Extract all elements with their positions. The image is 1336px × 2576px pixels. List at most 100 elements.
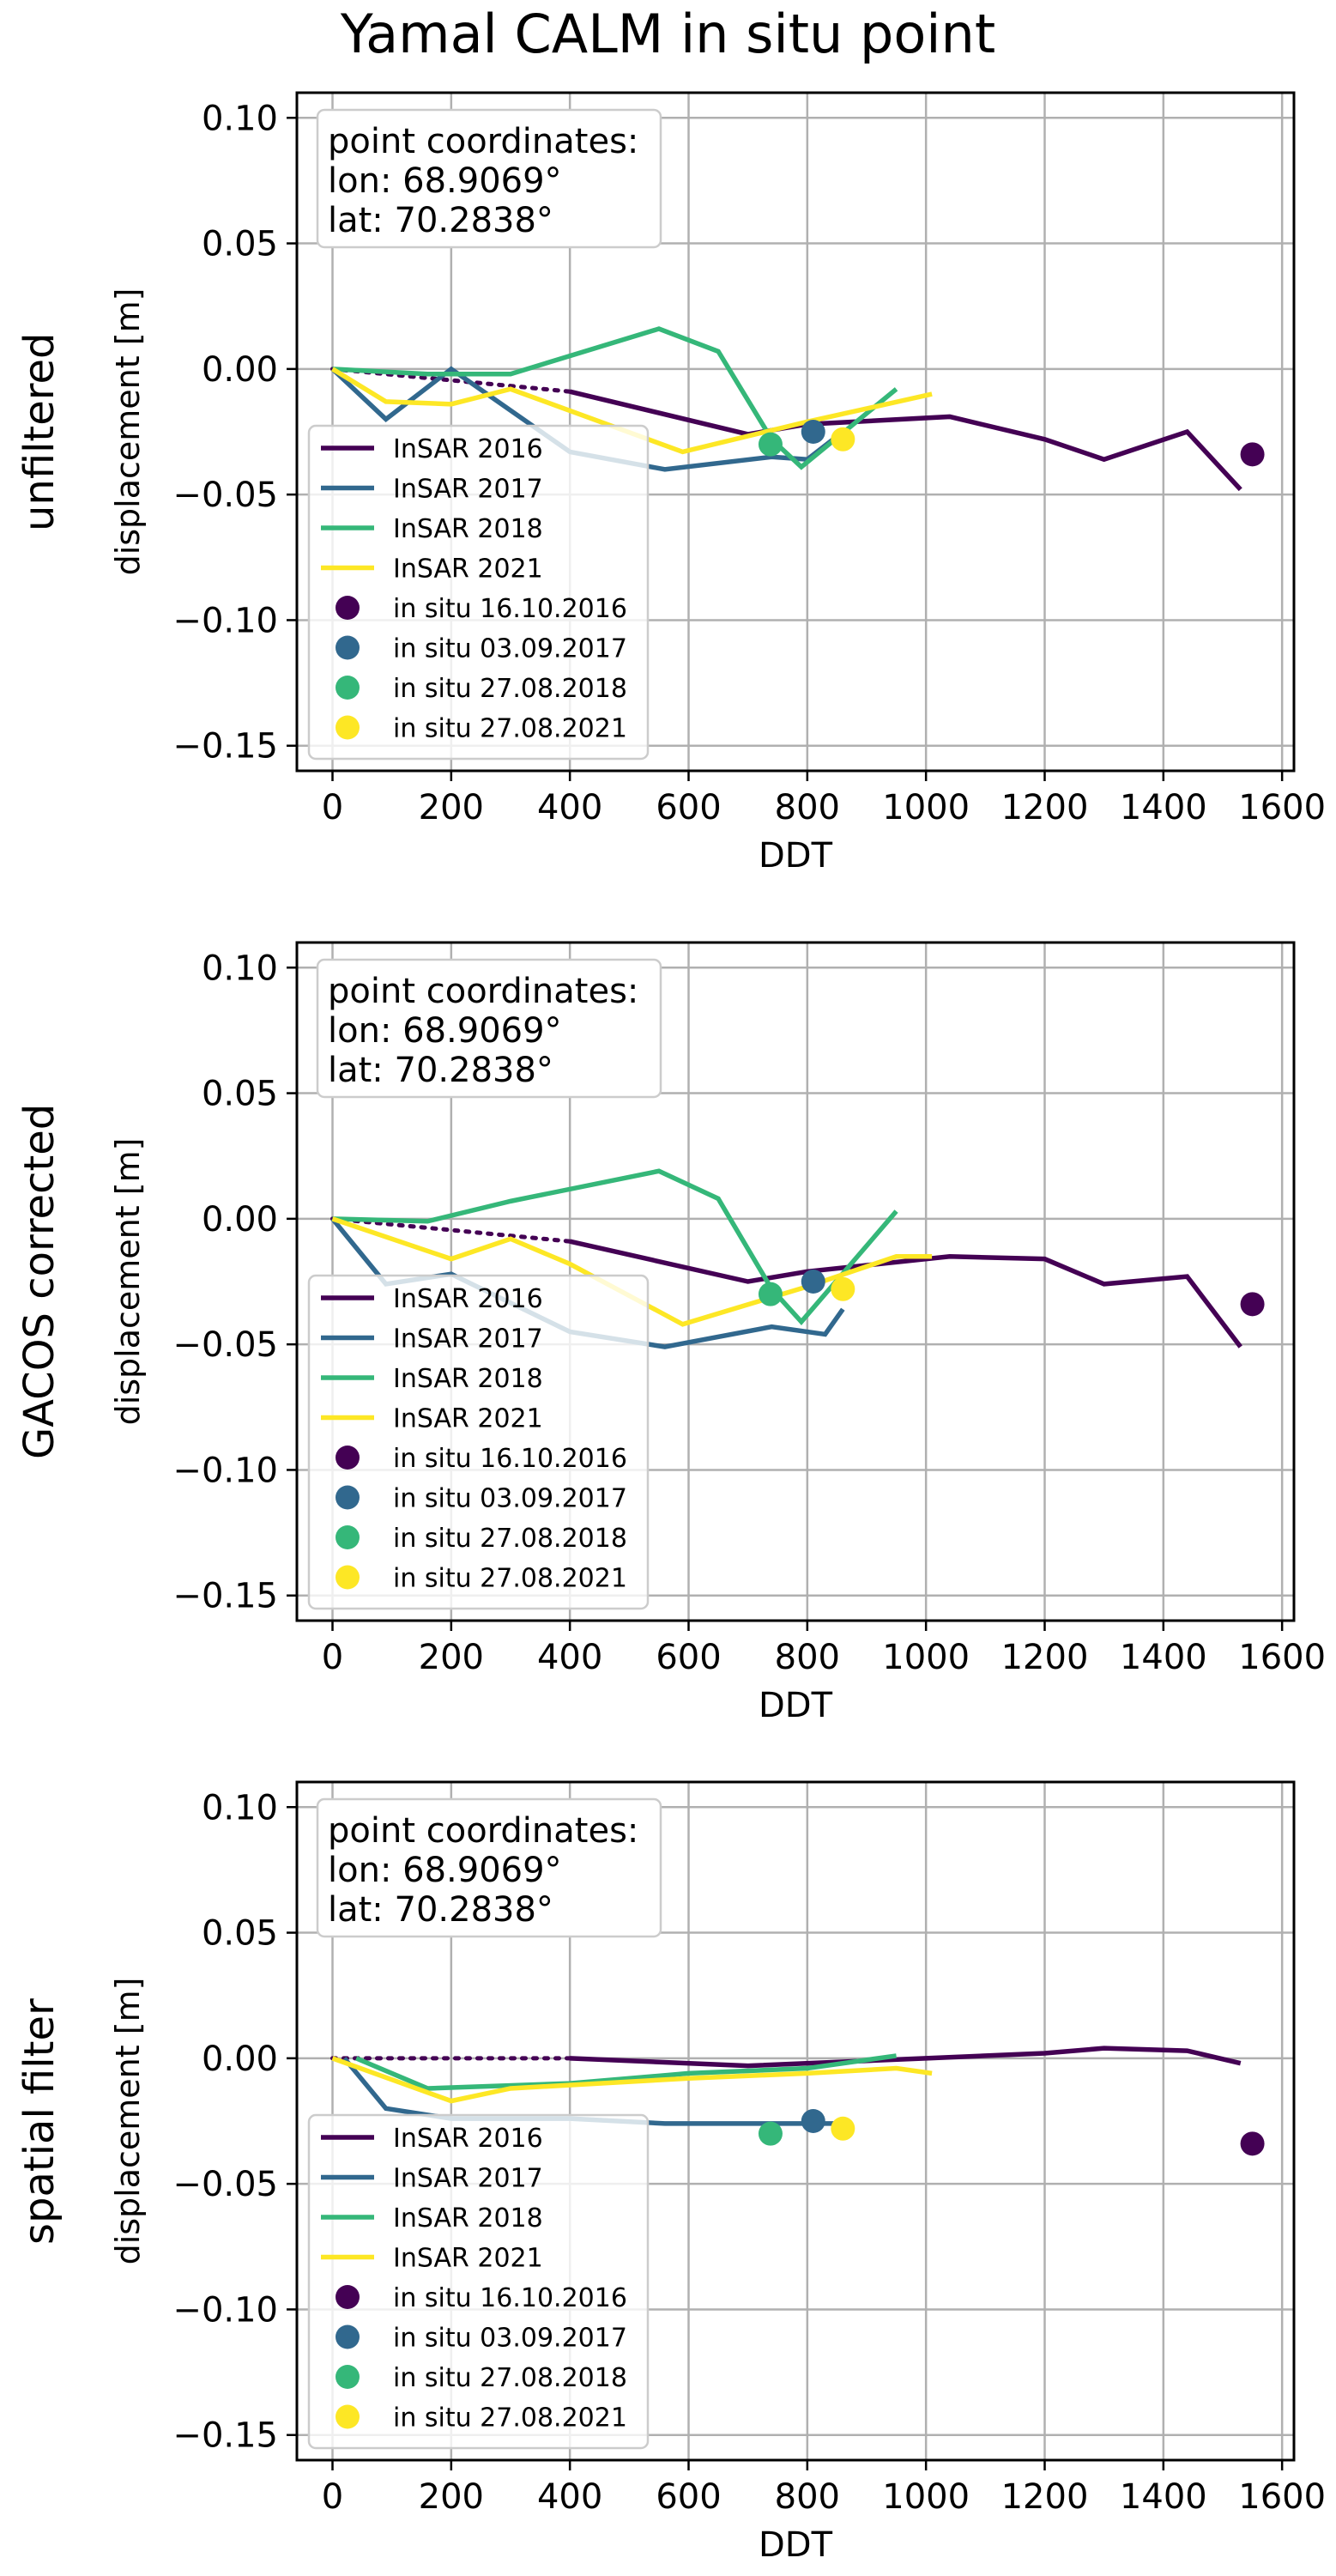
y-tick-label: −0.10 xyxy=(172,601,278,640)
chart-panel-gacos-corrected: 0 200 400 600 800 1000 1200 1400 1600 0.10 0.05 0.0… xyxy=(109,941,1326,1725)
legend-label: in situ 03.09.2017 xyxy=(393,634,627,664)
chart-panel-unfiltered: 0 200 400 600 800 1000 1200 1400 1600 0.10 0.05 0.0… xyxy=(109,91,1326,876)
info-box-line: lat: 70.2838° xyxy=(328,1051,553,1090)
y-tick-label: 0.00 xyxy=(202,2040,278,2079)
x-tick-label: 600 xyxy=(656,788,721,827)
series-line-2016 xyxy=(569,1239,1242,1349)
axes-frame xyxy=(295,1780,1296,2462)
y-tick-label: −0.05 xyxy=(172,1325,278,1365)
x-axis-label: DDT xyxy=(759,1686,833,1725)
legend-label: InSAR 2016 xyxy=(393,1284,543,1314)
x-tick-label: 600 xyxy=(656,1638,721,1677)
series-line-2021 xyxy=(331,2056,933,2104)
x-tick-label: 200 xyxy=(419,1638,484,1677)
legend-label: InSAR 2016 xyxy=(393,434,543,464)
legend-label: in situ 27.08.2018 xyxy=(393,2363,627,2393)
info-box: point coordinates:lon: 68.9069°lat: 70.2… xyxy=(316,108,662,249)
x-tick-label: 0 xyxy=(322,2477,343,2517)
y-tick-label: 0.05 xyxy=(202,225,278,264)
info-box-line: lon: 68.9069° xyxy=(328,1011,562,1051)
legend-marker-2018 xyxy=(336,2365,360,2389)
legend-label: InSAR 2021 xyxy=(393,1404,543,1434)
x-tick-label: 800 xyxy=(775,788,840,827)
x-tick-label: 0 xyxy=(322,788,343,827)
series-line-2018 xyxy=(332,1168,898,1325)
series-line-2016 xyxy=(569,389,1242,492)
series-line-2016 xyxy=(570,2046,1242,2069)
x-tick-label: 200 xyxy=(419,788,484,827)
info-box-line: lat: 70.2838° xyxy=(328,1890,553,1930)
y-tick-label: −0.15 xyxy=(172,727,278,767)
figure-title: Yamal CALM in situ point xyxy=(340,3,996,65)
x-axis-label: DDT xyxy=(759,836,833,876)
x-tick-label: 1200 xyxy=(1001,788,1089,827)
in-situ-point-2016 xyxy=(1240,1292,1265,1317)
y-axis-label: displacement [m] xyxy=(109,1138,147,1426)
legend-label: in situ 16.10.2016 xyxy=(393,1444,627,1474)
x-tick-label: 1000 xyxy=(882,788,970,827)
legend-frame xyxy=(307,1274,650,1610)
in-situ-point-2016 xyxy=(1240,442,1265,467)
legend-label: InSAR 2021 xyxy=(393,555,543,585)
x-tick-label: 1000 xyxy=(882,2477,970,2517)
legend-label: InSAR 2018 xyxy=(393,514,543,544)
legend-marker-2021 xyxy=(336,715,360,740)
info-box-line: point coordinates: xyxy=(328,122,638,161)
y-tick-label: 0.10 xyxy=(202,1788,278,1827)
y-tick-label: −0.05 xyxy=(172,476,278,515)
legend-marker-2021 xyxy=(336,1565,360,1590)
y-tick-label: 0.05 xyxy=(202,1914,278,1954)
legend-label: in situ 27.08.2021 xyxy=(393,2403,627,2434)
legend-label: InSAR 2021 xyxy=(393,2244,543,2274)
y-tick-label: 0.10 xyxy=(202,949,278,988)
in-situ-point-2017 xyxy=(801,2109,825,2133)
legend-label: in situ 27.08.2021 xyxy=(393,714,627,744)
x-tick-label: 800 xyxy=(775,1638,840,1677)
info-box-line: lon: 68.9069° xyxy=(328,1851,562,1890)
info-box-line: lat: 70.2838° xyxy=(328,201,553,240)
info-box-frame xyxy=(316,108,662,249)
series-line-dotted-2016 xyxy=(330,367,572,394)
y-axis-label: displacement [m] xyxy=(109,288,147,576)
info-box: point coordinates:lon: 68.9069°lat: 70.2… xyxy=(316,1797,662,1938)
y-tick-label: −0.10 xyxy=(172,2290,278,2330)
in-situ-point-2021 xyxy=(831,1276,855,1301)
legend-marker-2021 xyxy=(336,2404,360,2429)
legend-marker-2016 xyxy=(336,2285,360,2309)
legend-marker-2017 xyxy=(336,635,360,660)
x-axis-label: DDT xyxy=(759,2525,833,2565)
x-tick-label: 400 xyxy=(537,2477,602,2517)
in-situ-point-2021 xyxy=(831,427,855,452)
legend-label: in situ 27.08.2021 xyxy=(393,1564,627,1594)
in-situ-point-2021 xyxy=(831,2116,855,2141)
legend-label: in situ 27.08.2018 xyxy=(393,1524,627,1554)
in-situ-point-2018 xyxy=(758,1282,783,1306)
y-tick-label: −0.10 xyxy=(172,1451,278,1490)
y-axis-label: displacement [m] xyxy=(109,1978,147,2265)
x-tick-label: 1600 xyxy=(1238,788,1326,827)
legend-label: in situ 16.10.2016 xyxy=(393,2283,627,2313)
info-box-line: point coordinates: xyxy=(328,1811,638,1851)
legend-marker-2018 xyxy=(336,1525,360,1549)
legend-marker-2018 xyxy=(336,676,360,700)
x-tick-label: 1600 xyxy=(1238,2477,1326,2517)
y-tick-label: 0.00 xyxy=(202,350,278,390)
y-tick-label: 0.10 xyxy=(202,99,278,138)
info-box-line: lon: 68.9069° xyxy=(328,161,562,201)
x-tick-label: 400 xyxy=(537,788,602,827)
series-line-2018 xyxy=(355,2053,897,2091)
info-box: point coordinates:lon: 68.9069°lat: 70.2… xyxy=(316,958,662,1099)
y-tick-label: −0.15 xyxy=(172,1577,278,1616)
legend-marker-2016 xyxy=(336,1446,360,1470)
legend-marker-2017 xyxy=(336,1485,360,1510)
info-box-frame xyxy=(316,958,662,1099)
legend: InSAR 2016 InSAR 2017 InSAR 2018 InSAR 2021… xyxy=(307,1274,650,1610)
legend-label: in situ 27.08.2018 xyxy=(393,674,627,704)
y-tick-label: −0.15 xyxy=(172,2416,278,2456)
legend-label: InSAR 2018 xyxy=(393,1364,543,1394)
legend: InSAR 2016 InSAR 2017 InSAR 2018 InSAR 2021… xyxy=(307,2113,650,2450)
axes-frame xyxy=(295,941,1296,1622)
x-tick-label: 1000 xyxy=(882,1638,970,1677)
x-tick-label: 400 xyxy=(537,1638,602,1677)
x-tick-label: 1400 xyxy=(1120,788,1207,827)
